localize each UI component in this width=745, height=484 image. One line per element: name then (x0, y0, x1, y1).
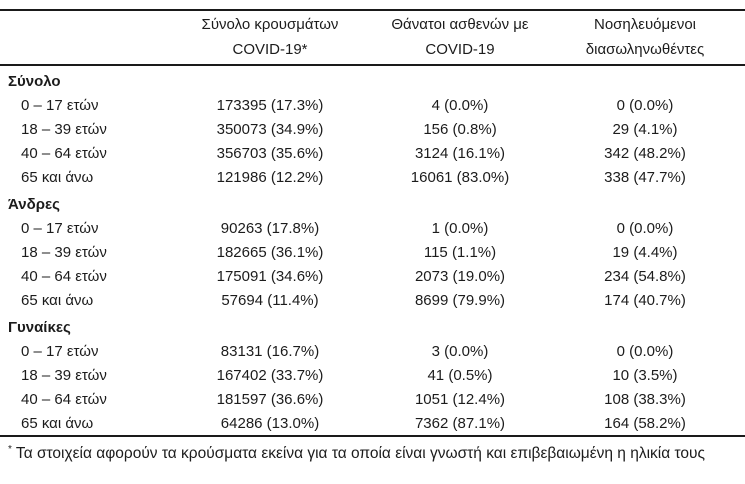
table-row: 18 – 39 ετών 350073 (34.9%) 156 (0.8%) 2… (0, 117, 745, 141)
section-header-row: Γυναίκες (0, 312, 745, 339)
deaths-cell: 1051 (12.4%) (414, 390, 506, 408)
deaths-cell: 41 (0.5%) (427, 366, 493, 384)
intubated-cell: 29 (4.1%) (612, 120, 678, 138)
intubated-cell: 174 (40.7%) (604, 291, 686, 309)
table-footnote: * Τα στοιχεία αφορούν τα κρούσματα εκείν… (0, 444, 745, 464)
intubated-cell: 0 (0.0%) (616, 342, 674, 360)
col-header-cases: Σύνολο κρουσμάτων COVID-19* (165, 10, 375, 66)
intubated-cell: 234 (54.8%) (604, 267, 686, 285)
covid-age-sex-table: Σύνολο κρουσμάτων COVID-19* Θάνατοι ασθε… (0, 9, 745, 437)
deaths-cell: 8699 (79.9%) (414, 291, 506, 309)
row-label: 65 και άνω (21, 168, 94, 186)
row-label: 40 – 64 ετών (21, 390, 107, 408)
cases-cell: 167402 (33.7%) (216, 366, 324, 384)
section-title-women: Γυναίκες (8, 318, 71, 336)
row-label: 0 – 17 ετών (21, 219, 99, 237)
deaths-cell: 7362 (87.1%) (414, 414, 506, 432)
table-row: 0 – 17 ετών 173395 (17.3%) 4 (0.0%) 0 (0… (0, 93, 745, 117)
deaths-cell: 4 (0.0%) (431, 96, 489, 114)
table-row: 0 – 17 ετών 83131 (16.7%) 3 (0.0%) 0 (0.… (0, 339, 745, 363)
intubated-cell: 108 (38.3%) (604, 390, 686, 408)
cases-cell: 121986 (12.2%) (216, 168, 324, 186)
col-header-empty (0, 10, 165, 66)
cases-cell: 175091 (34.6%) (216, 267, 324, 285)
row-label: 40 – 64 ετών (21, 144, 107, 162)
intubated-cell: 10 (3.5%) (612, 366, 678, 384)
intubated-cell: 0 (0.0%) (616, 96, 674, 114)
intubated-cell: 0 (0.0%) (616, 219, 674, 237)
deaths-cell: 115 (1.1%) (423, 243, 497, 261)
cases-cell: 350073 (34.9%) (216, 120, 324, 138)
cases-cell: 90263 (17.8%) (220, 219, 320, 237)
deaths-cell: 3 (0.0%) (431, 342, 489, 360)
row-label: 18 – 39 ετών (21, 366, 107, 384)
deaths-cell: 2073 (19.0%) (414, 267, 506, 285)
intubated-cell: 19 (4.4%) (612, 243, 678, 261)
section-header-row: Σύνολο (0, 65, 745, 93)
deaths-cell: 156 (0.8%) (423, 120, 497, 138)
table-header: Σύνολο κρουσμάτων COVID-19* Θάνατοι ασθε… (0, 10, 745, 66)
cases-cell: 57694 (11.4%) (221, 291, 319, 309)
table-row: 18 – 39 ετών 182665 (36.1%) 115 (1.1%) 1… (0, 240, 745, 264)
table-row: 65 και άνω 121986 (12.2%) 16061 (83.0%) … (0, 165, 745, 189)
table-row: 40 – 64 ετών 356703 (35.6%) 3124 (16.1%)… (0, 141, 745, 165)
row-label: 40 – 64 ετών (21, 267, 107, 285)
section-header-row: Άνδρες (0, 189, 745, 216)
table-row: 18 – 39 ετών 167402 (33.7%) 41 (0.5%) 10… (0, 363, 745, 387)
cases-cell: 173395 (17.3%) (216, 96, 324, 114)
section-title-men: Άνδρες (8, 195, 60, 213)
cases-cell: 181597 (36.6%) (216, 390, 324, 408)
row-label: 65 και άνω (21, 291, 94, 309)
row-label: 0 – 17 ετών (21, 96, 99, 114)
col-header-deaths: Θάνατοι ασθενών με COVID-19 (375, 10, 545, 66)
cases-cell: 83131 (16.7%) (220, 342, 320, 360)
intubated-cell: 342 (48.2%) (604, 144, 686, 162)
deaths-cell: 1 (0.0%) (431, 219, 489, 237)
row-label: 0 – 17 ετών (21, 342, 99, 360)
intubated-cell: 164 (58.2%) (604, 414, 686, 432)
table-row: 40 – 64 ετών 175091 (34.6%) 2073 (19.0%)… (0, 264, 745, 288)
deaths-cell: 3124 (16.1%) (414, 144, 506, 162)
report-page: Σύνολο κρουσμάτων COVID-19* Θάνατοι ασθε… (0, 9, 745, 484)
table-row: 65 και άνω 57694 (11.4%) 8699 (79.9%) 17… (0, 288, 745, 312)
col-header-intubated: Νοσηλευόμενοι διασωληνωθέντες (545, 10, 745, 66)
cases-cell: 356703 (35.6%) (216, 144, 324, 162)
footnote-text: Τα στοιχεία αφορούν τα κρούσματα εκείνα … (11, 445, 705, 462)
table-row: 0 – 17 ετών 90263 (17.8%) 1 (0.0%) 0 (0.… (0, 216, 745, 240)
table-row: 40 – 64 ετών 181597 (36.6%) 1051 (12.4%)… (0, 387, 745, 411)
row-label: 18 – 39 ετών (21, 243, 107, 261)
row-label: 18 – 39 ετών (21, 120, 107, 138)
cases-cell: 64286 (13.0%) (220, 414, 320, 432)
table-body: Σύνολο 0 – 17 ετών 173395 (17.3%) 4 (0.0… (0, 65, 745, 436)
row-label: 65 και άνω (21, 414, 94, 432)
cases-cell: 182665 (36.1%) (216, 243, 324, 261)
header-row: Σύνολο κρουσμάτων COVID-19* Θάνατοι ασθε… (0, 10, 745, 66)
deaths-cell: 16061 (83.0%) (410, 168, 510, 186)
section-title-total: Σύνολο (8, 72, 61, 90)
table-row: 65 και άνω 64286 (13.0%) 7362 (87.1%) 16… (0, 411, 745, 436)
intubated-cell: 338 (47.7%) (604, 168, 686, 186)
footnote-marker: * (8, 443, 12, 455)
